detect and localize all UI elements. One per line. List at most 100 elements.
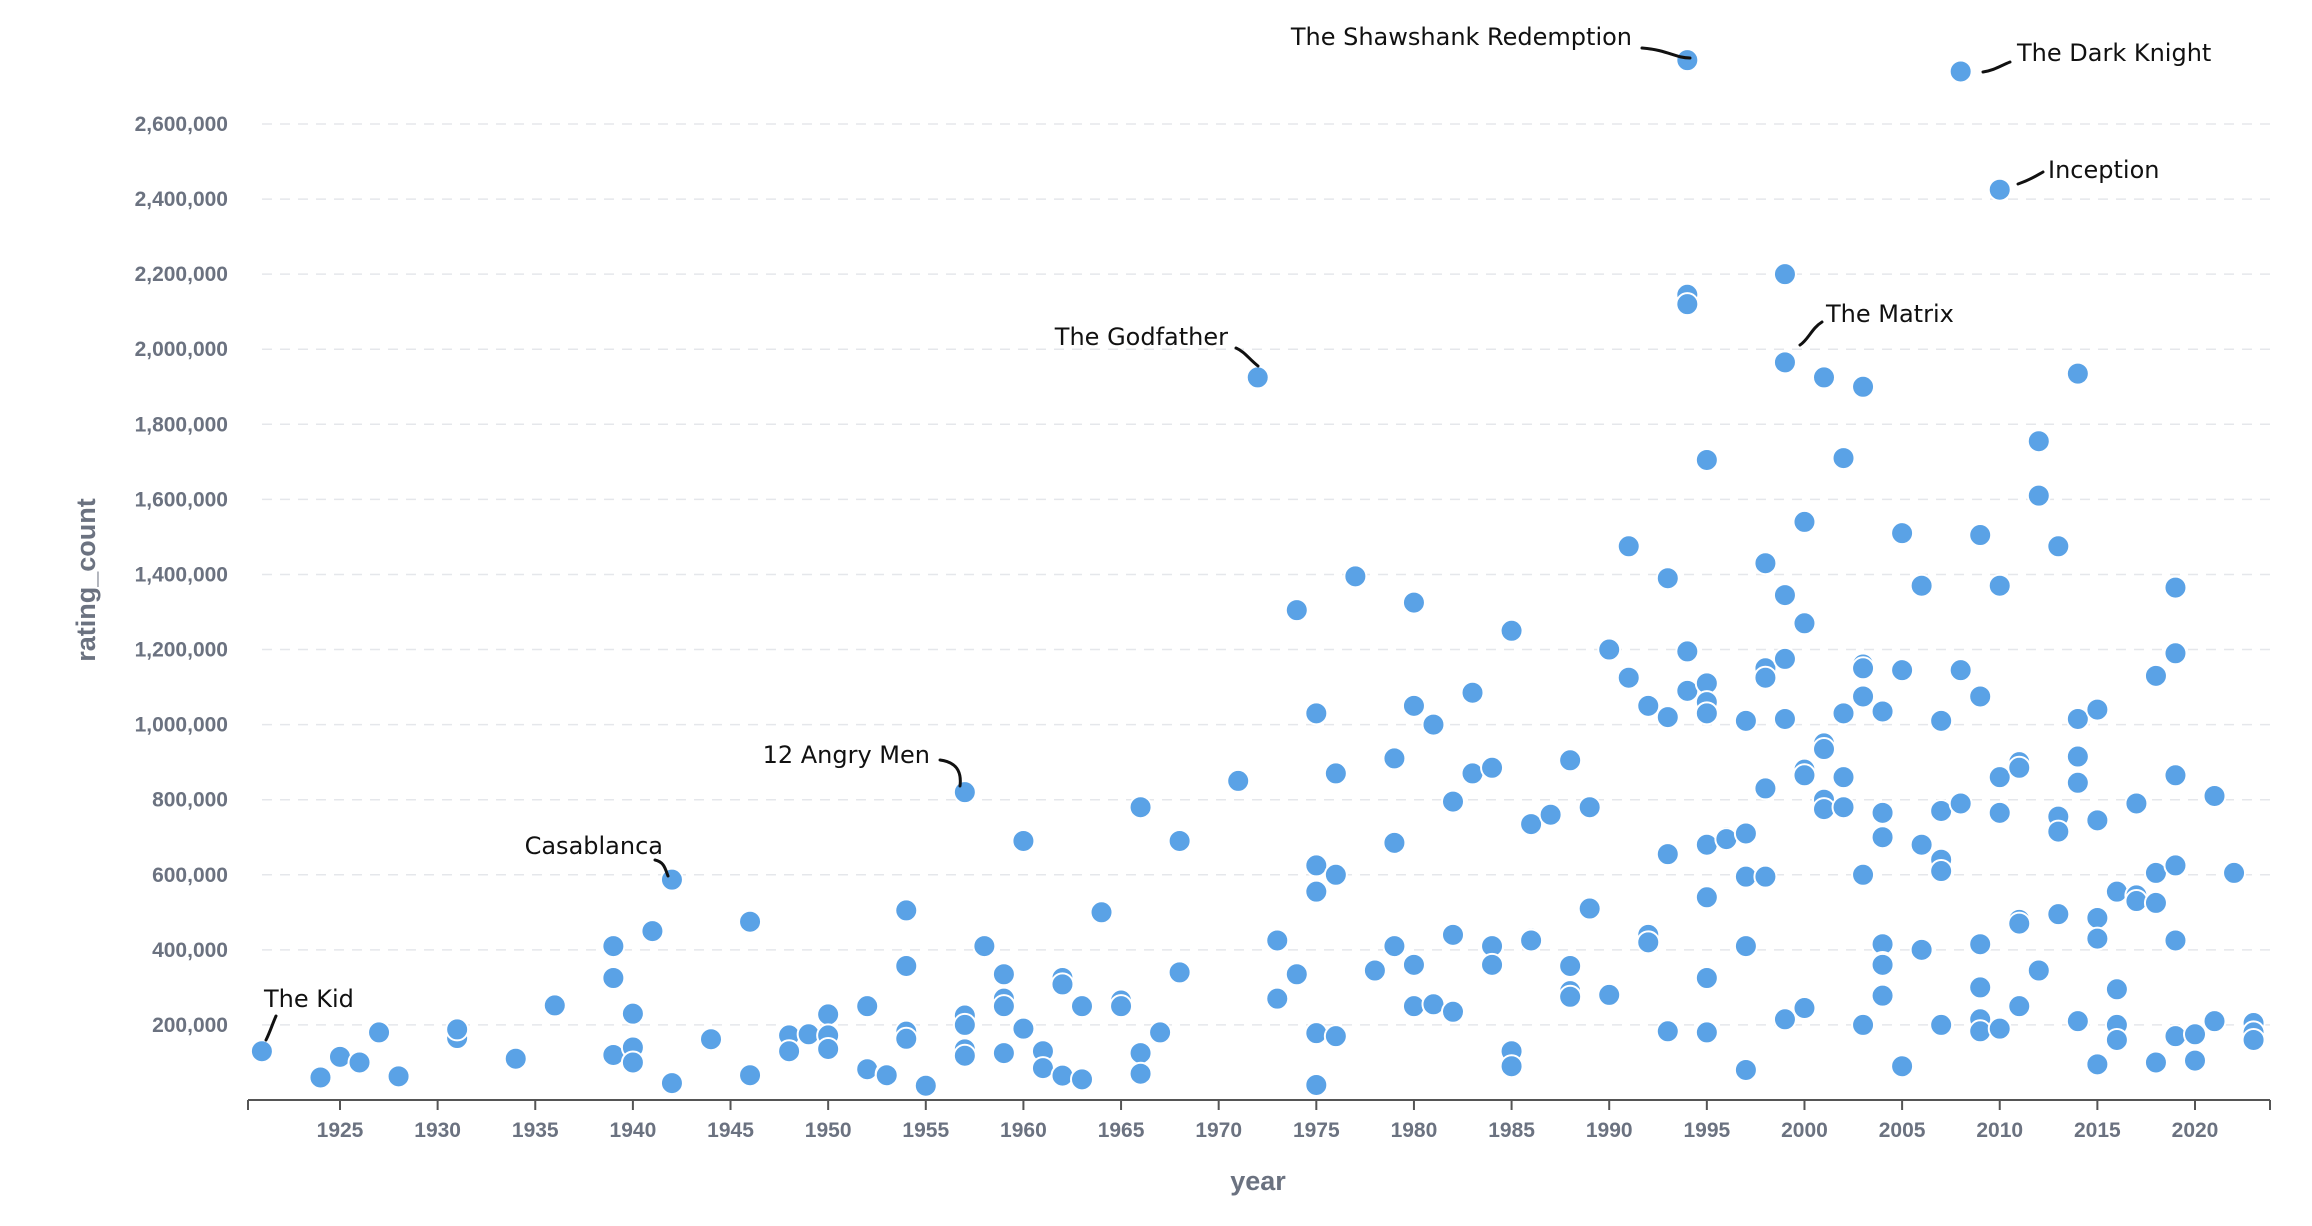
- data-point[interactable]: [1968, 932, 1993, 957]
- data-point[interactable]: [1441, 789, 1465, 814]
- data-point[interactable]: [2143, 663, 2168, 688]
- data-point[interactable]: [367, 1020, 392, 1045]
- data-point[interactable]: [2163, 763, 2188, 788]
- data-point[interactable]: [1792, 996, 1817, 1021]
- data-point[interactable]: [816, 1036, 841, 1061]
- data-point[interactable]: [1128, 1041, 1153, 1066]
- data-point[interactable]: [1792, 763, 1817, 788]
- data-point[interactable]: [2163, 853, 2188, 878]
- data-point[interactable]: [2143, 890, 2168, 915]
- data-point[interactable]: [1694, 966, 1719, 990]
- data-point[interactable]: [1089, 900, 1114, 925]
- data-point[interactable]: [1870, 800, 1895, 825]
- data-point[interactable]: [991, 962, 1016, 987]
- data-point[interactable]: [699, 1027, 723, 1052]
- data-point[interactable]: [1558, 984, 1583, 1009]
- data-point[interactable]: [1226, 768, 1251, 793]
- data-point[interactable]: [601, 966, 626, 990]
- data-point[interactable]: [1831, 446, 1856, 471]
- data-point[interactable]: [1441, 999, 1465, 1024]
- data-point[interactable]: [1323, 761, 1348, 786]
- data-point[interactable]: [1812, 365, 1836, 390]
- data-point[interactable]: [1851, 656, 1876, 681]
- data-point[interactable]: [1909, 937, 1934, 962]
- data-point[interactable]: [1538, 802, 1563, 827]
- data-point[interactable]: [1519, 812, 1544, 837]
- data-point[interactable]: [1987, 765, 2012, 790]
- data-point[interactable]: [2222, 860, 2247, 885]
- data-point[interactable]: [328, 1044, 352, 1069]
- data-point[interactable]: [1382, 830, 1407, 855]
- data-point[interactable]: [1772, 1007, 1797, 1032]
- data-point[interactable]: [2163, 928, 2188, 953]
- data-point[interactable]: [1968, 975, 1993, 1000]
- data-point[interactable]: [1870, 952, 1895, 977]
- data-point[interactable]: [1304, 1072, 1329, 1097]
- data-point[interactable]: [1753, 665, 1778, 690]
- data-point[interactable]: [2026, 483, 2051, 508]
- data-point[interactable]: [1245, 365, 1270, 390]
- data-point[interactable]: [1577, 795, 1602, 820]
- data-point[interactable]: [1694, 447, 1719, 472]
- data-point[interactable]: [1167, 828, 1192, 853]
- data-point[interactable]: [1812, 737, 1836, 762]
- data-point[interactable]: [1441, 922, 1465, 947]
- data-point[interactable]: [894, 953, 919, 978]
- data-point[interactable]: [1050, 1063, 1075, 1088]
- data-point[interactable]: [1323, 1024, 1348, 1049]
- data-point[interactable]: [1636, 930, 1661, 955]
- data-point[interactable]: [1655, 566, 1680, 591]
- data-point[interactable]: [1968, 1019, 1993, 1044]
- data-point[interactable]: [1753, 551, 1778, 576]
- data-point[interactable]: [2143, 1050, 2168, 1075]
- data-point[interactable]: [1851, 374, 1876, 399]
- data-point[interactable]: [2007, 994, 2032, 1019]
- data-point[interactable]: [347, 1050, 372, 1075]
- data-point[interactable]: [1772, 262, 1797, 287]
- data-point[interactable]: [1987, 177, 2012, 202]
- data-point[interactable]: [2065, 744, 2090, 769]
- data-point[interactable]: [2026, 958, 2051, 983]
- data-point[interactable]: [1401, 590, 1426, 615]
- data-point[interactable]: [1890, 658, 1915, 683]
- data-point[interactable]: [1011, 1016, 1036, 1041]
- data-point[interactable]: [1987, 573, 2012, 598]
- data-point[interactable]: [1421, 712, 1446, 737]
- data-point[interactable]: [2241, 1027, 2266, 1052]
- data-point[interactable]: [1616, 665, 1641, 690]
- data-point[interactable]: [777, 1039, 802, 1064]
- data-point[interactable]: [894, 898, 919, 923]
- data-point[interactable]: [1772, 350, 1797, 375]
- data-point[interactable]: [1265, 928, 1290, 953]
- data-point[interactable]: [2183, 1048, 2207, 1073]
- data-point[interactable]: [2124, 791, 2149, 816]
- data-point[interactable]: [1558, 748, 1583, 773]
- data-point[interactable]: [1655, 842, 1680, 867]
- data-point[interactable]: [1499, 1054, 1524, 1079]
- data-point[interactable]: [1772, 706, 1797, 731]
- data-point[interactable]: [1870, 825, 1895, 850]
- data-point[interactable]: [1655, 1019, 1680, 1044]
- data-point[interactable]: [738, 909, 763, 934]
- data-point[interactable]: [1772, 646, 1797, 671]
- data-point[interactable]: [1987, 1016, 2012, 1041]
- data-point[interactable]: [1890, 1054, 1915, 1079]
- data-point[interactable]: [1401, 952, 1426, 977]
- data-point[interactable]: [620, 1050, 645, 1075]
- data-point[interactable]: [1050, 972, 1075, 997]
- data-point[interactable]: [1148, 1020, 1173, 1045]
- data-point[interactable]: [2046, 902, 2071, 927]
- data-point[interactable]: [1675, 639, 1700, 664]
- data-point[interactable]: [2104, 1027, 2129, 1052]
- data-point[interactable]: [1167, 960, 1192, 985]
- data-point[interactable]: [2046, 819, 2071, 844]
- data-point[interactable]: [1948, 59, 1973, 84]
- data-point[interactable]: [445, 1017, 470, 1042]
- data-point[interactable]: [503, 1046, 528, 1071]
- data-point[interactable]: [601, 934, 626, 959]
- data-point[interactable]: [1733, 1057, 1758, 1082]
- data-point[interactable]: [1909, 832, 1934, 857]
- data-point[interactable]: [2183, 1022, 2207, 1047]
- data-point[interactable]: [1694, 1020, 1719, 1045]
- data-point[interactable]: [308, 1065, 333, 1090]
